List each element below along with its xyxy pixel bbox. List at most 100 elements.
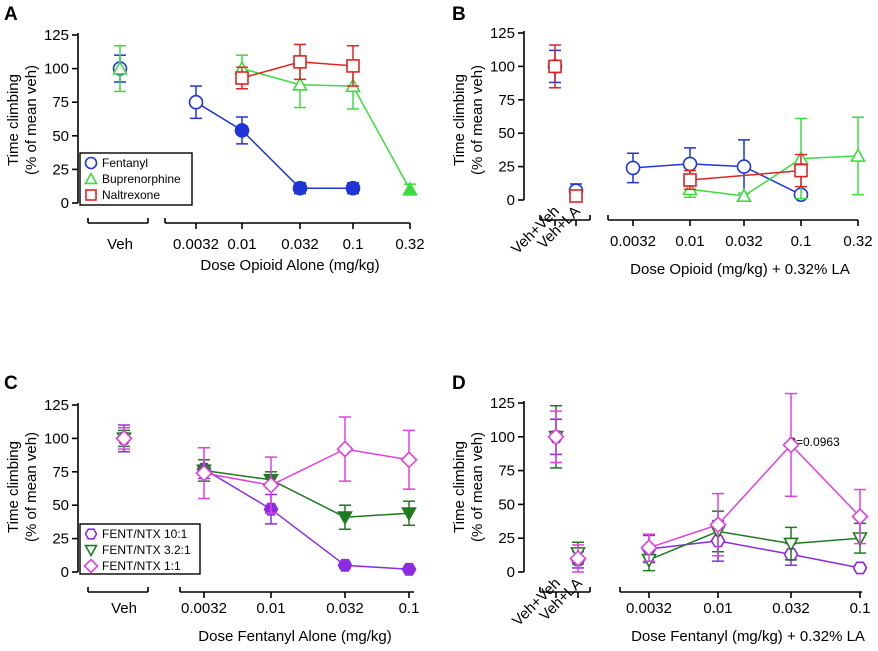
buprenorphine-control-point	[112, 60, 128, 75]
y-tick-label: 25	[52, 531, 69, 548]
y-axis-title-line1: Time climbing	[5, 74, 22, 166]
panel-c: C Time climbing (% of mean veh) Dose Fen…	[4, 373, 419, 645]
legend-marker-buprenorphine	[84, 171, 98, 185]
fent-ntx-3-2-1-series-line	[203, 469, 410, 518]
y-tick-label: 125	[44, 397, 69, 414]
panel-b: B Time climbing (% of mean veh) Dose Opi…	[451, 4, 873, 278]
fent-ntx-1-1-control-point	[115, 429, 133, 448]
y-tick-label: 75	[498, 92, 515, 109]
y-axis-title-line1: Time climbing	[451, 74, 468, 166]
y-tick-label: 125	[490, 25, 515, 42]
naltrexone-data-point	[346, 59, 360, 73]
y-tick-label: 25	[498, 159, 515, 176]
x-tick-label: 0.032	[281, 236, 319, 253]
panel-letter-c: C	[4, 373, 18, 394]
x-tick-label: 0.0032	[173, 236, 219, 253]
fentanyl-data-point	[345, 180, 361, 196]
legend-marker-fent-ntx-10-1	[84, 528, 98, 540]
x-tick-label: 0.1	[791, 233, 812, 250]
x-tick-label: 0.1	[399, 600, 420, 617]
fentanyl-series-line	[195, 101, 353, 189]
legend: Fentanyl Buprenorphine Naltrexone	[79, 152, 193, 206]
y-tick-label: 50	[52, 128, 69, 145]
x-tick-label: 0.032	[326, 600, 364, 617]
legend-label-fent-ntx-1-1: FENT/NTX 1:1	[102, 559, 181, 573]
legend-marker-fent-ntx-3-2-1	[84, 544, 98, 558]
fentanyl-data-point	[682, 156, 698, 172]
legend-marker-naltrexone	[85, 189, 97, 201]
fent-ntx-1-1-data-point	[400, 451, 418, 469]
x-axis-title: Dose Opioid (mg/kg) + 0.32% LA	[630, 261, 850, 278]
fent-ntx-1-1-series-line	[203, 448, 410, 486]
naltrexone-series-line	[689, 169, 802, 181]
fentanyl-data-point	[625, 160, 641, 176]
y-tick-label: 0	[61, 564, 69, 581]
legend-label-fent-ntx-3-2-1: FENT/NTX 3.2:1	[102, 543, 191, 557]
y-tick-label: 50	[52, 497, 69, 514]
fent-ntx-1-1-data-point	[195, 464, 213, 482]
y-tick-label: 100	[490, 429, 515, 446]
y-tick-label: 50	[498, 125, 515, 142]
x-axis-title: Dose Fentanyl (mg/kg) + 0.32% LA	[631, 628, 865, 645]
fent-ntx-3-2-1-data-point	[401, 507, 417, 522]
naltrexone-control-point	[548, 59, 562, 74]
fent-ntx-10-1-series-line	[203, 468, 410, 571]
fentanyl-data-point	[188, 94, 204, 110]
y-axis-title-line2: (% of mean veh)	[469, 432, 486, 542]
fentanyl-series-line	[632, 163, 802, 196]
fentanyl-data-point	[234, 123, 250, 138]
x-tick-label: 0.0032	[610, 233, 656, 250]
fent-ntx-3-2-1-data-point	[783, 537, 799, 552]
p-value-annotation: P=0.0963	[788, 435, 840, 449]
buprenorphine-series-line	[241, 67, 411, 190]
fent-ntx-10-1-data-point	[337, 558, 353, 572]
panel-letter-b: B	[452, 4, 466, 25]
y-tick-label: 25	[498, 530, 515, 547]
fentanyl-data-point	[292, 180, 308, 196]
fent-ntx-3-2-1-data-point	[337, 511, 353, 526]
y-axis-title-line2: (% of mean veh)	[469, 65, 486, 175]
y-tick-label: 100	[490, 58, 515, 75]
x-axis-title: Dose Fentanyl Alone (mg/kg)	[198, 628, 391, 645]
fent-ntx-10-1-data-point	[401, 562, 417, 576]
fent-ntx-1-1-data-point	[782, 436, 800, 454]
x-axis-title: Dose Opioid Alone (mg/kg)	[200, 257, 379, 274]
fent-ntx-1-1-control-point	[547, 428, 565, 446]
legend-box	[79, 523, 201, 575]
naltrexone-data-point	[235, 71, 249, 85]
y-tick-label: 100	[44, 61, 69, 78]
legend-marker-fentanyl	[84, 156, 98, 170]
y-tick-label: 75	[498, 463, 515, 480]
naltrexone-control-point	[569, 189, 583, 203]
x-tick-label: 0.32	[395, 236, 424, 253]
fent-ntx-10-1-series-line	[648, 540, 861, 569]
fentanyl-data-point	[736, 159, 752, 174]
panel-letter-a: A	[4, 4, 18, 25]
x-tick-label: 0.0032	[626, 600, 672, 617]
legend-label-naltrexone: Naltrexone	[102, 188, 160, 202]
y-axis-title-line1: Time climbing	[451, 441, 468, 533]
x-tick-label: 0.1	[850, 600, 871, 617]
y-tick-label: 75	[52, 464, 69, 481]
y-tick-label: 125	[490, 395, 515, 412]
legend-label-fentanyl: Fentanyl	[102, 156, 148, 170]
y-tick-label: 50	[498, 496, 515, 513]
naltrexone-data-point	[794, 163, 808, 178]
y-tick-label: 100	[44, 430, 69, 447]
y-tick-label: 25	[52, 161, 69, 178]
panel-letter-d: D	[452, 373, 466, 394]
legend: FENT/NTX 10:1 FENT/NTX 3.2:1 FENT/NTX 1:1	[79, 523, 201, 575]
legend-label-fent-ntx-10-1: FENT/NTX 10:1	[102, 527, 188, 541]
buprenorphine-data-point	[292, 76, 308, 91]
y-axis-title-line1: Time climbing	[5, 441, 22, 533]
x-tick-label: 0.01	[256, 600, 285, 617]
y-tick-label: 75	[52, 94, 69, 111]
x-control-label: Veh	[107, 236, 133, 253]
fent-ntx-1-1-data-point	[709, 516, 727, 534]
x-control-label: Veh	[111, 600, 137, 617]
x-tick-label: 0.1	[343, 236, 364, 253]
fent-ntx-1-1-data-point	[262, 476, 280, 494]
y-tick-label: 0	[61, 195, 69, 212]
fent-ntx-10-1-data-point	[852, 561, 868, 575]
